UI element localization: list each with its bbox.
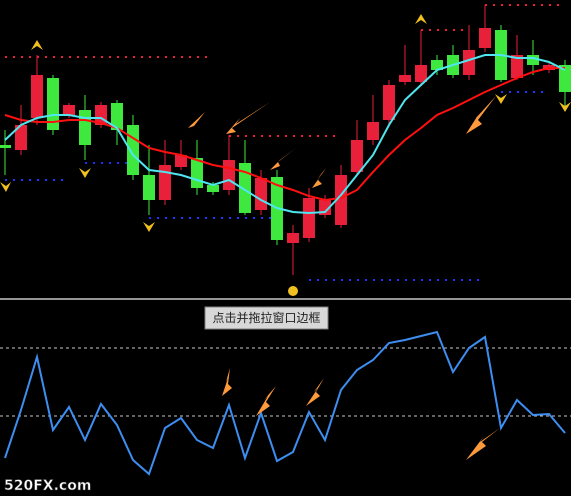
moving-average: [4, 67, 565, 202]
candle-body: [335, 175, 347, 225]
signal-markers: [0, 14, 571, 296]
candle-body: [431, 60, 443, 70]
oscillator-panel: [0, 330, 571, 476]
candle-body: [367, 122, 379, 140]
candle-body: [31, 75, 43, 118]
candle-body: [127, 125, 139, 175]
candle-body: [415, 65, 427, 82]
candle-body: [511, 55, 523, 78]
button-frame[interactable]: [204, 306, 329, 330]
button-label[interactable]: 点击并拖拉窗口边框: [212, 310, 320, 325]
candle-body: [111, 103, 123, 130]
candle-body: [207, 185, 219, 192]
candle-body: [463, 50, 475, 75]
candle-body: [255, 178, 267, 210]
candle-body: [527, 55, 539, 65]
watermark: 520FX.com: [4, 478, 91, 494]
arrow: [466, 428, 500, 460]
candle-body: [383, 85, 395, 120]
candle-body: [79, 110, 91, 145]
candle-body: [0, 145, 11, 148]
candle-body: [479, 28, 491, 48]
arrow: [222, 368, 232, 396]
marker: [31, 40, 43, 50]
candle-body: [351, 140, 363, 172]
moving-average: [4, 54, 566, 215]
candle-body: [159, 165, 171, 200]
candle-body: [15, 125, 27, 150]
marker: [415, 14, 427, 24]
candle-body: [303, 198, 315, 238]
drag-button[interactable]: 点击并拖拉窗口边框: [204, 306, 329, 330]
marker: [0, 182, 11, 192]
price-panel: [0, 4, 571, 281]
candle-body: [559, 65, 571, 92]
arrow: [226, 102, 270, 134]
candle-body: [191, 158, 203, 188]
candle-body: [63, 105, 75, 115]
candle-body: [47, 78, 59, 130]
arrow: [306, 378, 324, 406]
marker: [559, 102, 571, 112]
candle-body: [287, 233, 299, 243]
arrow: [466, 96, 496, 134]
marker: [495, 94, 507, 104]
candle-body: [223, 160, 235, 190]
candle-body: [399, 75, 411, 82]
arrow: [256, 386, 276, 416]
marker: [288, 286, 298, 296]
marker: [79, 168, 91, 178]
candle-body: [143, 175, 155, 200]
arrow: [184, 112, 205, 132]
marker: [143, 222, 155, 232]
arrows: [184, 96, 500, 460]
candle-body: [239, 163, 251, 213]
arrow: [312, 168, 326, 188]
arrow: [270, 148, 296, 170]
candle-body: [175, 155, 187, 167]
oscillator-line: [4, 330, 566, 476]
